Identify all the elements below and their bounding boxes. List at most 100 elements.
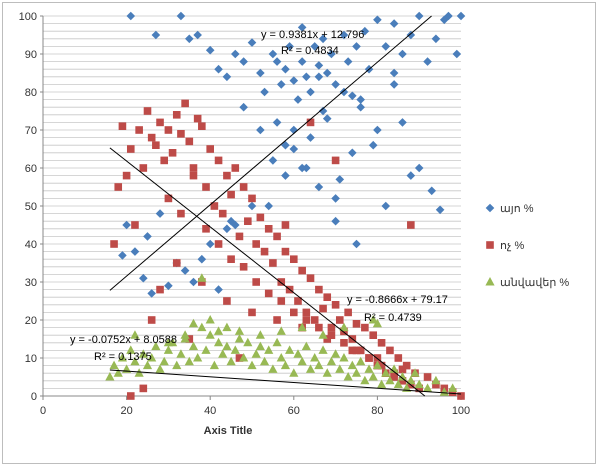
data-point <box>189 277 198 287</box>
data-point <box>210 202 219 210</box>
data-point <box>130 330 140 339</box>
data-point <box>398 365 407 374</box>
trendline-r-squared: R² = 0.1375 <box>94 351 152 363</box>
data-point <box>176 349 186 358</box>
data-point <box>222 224 232 234</box>
data-point <box>297 57 307 66</box>
data-point <box>352 346 361 355</box>
data-point <box>361 323 369 332</box>
data-point <box>247 201 257 211</box>
data-point <box>314 182 324 192</box>
legend-marker <box>485 203 495 213</box>
data-point <box>331 80 340 89</box>
data-point <box>331 216 340 226</box>
data-point <box>113 368 123 377</box>
trendline-equation: y = -0.0752x + 8.0588 <box>70 334 177 346</box>
x-tick-label: 100 <box>452 405 470 417</box>
data-point <box>126 392 135 400</box>
data-point <box>331 156 340 165</box>
data-point <box>310 353 320 362</box>
data-point <box>335 175 345 184</box>
data-point <box>147 289 156 298</box>
data-point <box>394 354 403 362</box>
data-point <box>230 220 240 230</box>
gridlines <box>43 15 461 397</box>
data-point <box>381 201 391 211</box>
x-axis-title: Axis Title <box>204 425 253 437</box>
data-point <box>277 297 286 305</box>
axes <box>40 15 462 400</box>
data-point <box>226 356 236 366</box>
y-tick-label: 70 <box>25 125 37 137</box>
data-point <box>402 361 411 370</box>
data-point <box>389 80 399 89</box>
data-point <box>227 255 235 263</box>
y-tick-label: 30 <box>25 277 37 289</box>
trendline-equation: y = 0.9381x + 12.796 <box>261 29 364 41</box>
data-point <box>160 156 169 165</box>
data-point <box>164 126 173 134</box>
data-point <box>138 349 148 358</box>
data-point <box>214 156 223 165</box>
trendline <box>109 147 426 397</box>
data-point <box>122 171 131 180</box>
data-point <box>259 356 270 366</box>
data-point <box>188 318 199 328</box>
trendline <box>109 369 462 395</box>
data-point <box>331 349 341 358</box>
data-point <box>197 273 207 282</box>
data-point <box>189 164 198 172</box>
data-point <box>389 19 399 28</box>
data-point <box>390 369 398 377</box>
data-point <box>323 293 332 301</box>
data-point <box>310 42 319 51</box>
chart-frame: 0 10 20 30 40 50 60 70 80 90 100 0 20 40 60 80 100 y = 0… <box>2 2 596 464</box>
data-point <box>109 360 119 370</box>
data-point <box>118 251 127 260</box>
x-tick-label: 40 <box>204 405 216 417</box>
data-point <box>348 148 357 158</box>
data-point <box>305 364 316 373</box>
data-point <box>414 379 424 389</box>
data-point <box>251 349 261 358</box>
trendline-r-squared: R² = 0.4834 <box>281 45 339 57</box>
y-tick-label: 50 <box>25 201 37 213</box>
data-point <box>290 308 298 317</box>
data-point <box>281 64 290 74</box>
data-point <box>323 335 332 343</box>
data-point <box>373 125 382 135</box>
data-point <box>239 263 248 271</box>
series-1-points <box>118 11 466 298</box>
data-point <box>389 68 399 78</box>
y-tick-label: 0 <box>31 391 37 403</box>
data-point <box>322 368 332 377</box>
data-points <box>105 11 466 400</box>
data-point <box>260 87 269 97</box>
data-point <box>373 15 382 25</box>
data-point <box>223 171 231 180</box>
data-point <box>164 281 173 291</box>
data-point <box>244 217 252 225</box>
data-point <box>423 373 432 381</box>
data-point <box>343 372 353 381</box>
data-point <box>351 368 362 377</box>
data-point <box>457 392 465 400</box>
data-point <box>343 57 353 66</box>
data-point <box>205 330 215 339</box>
data-point <box>247 38 257 47</box>
data-point <box>163 345 173 354</box>
data-point <box>285 42 294 51</box>
data-point <box>222 72 232 82</box>
data-point <box>293 349 303 358</box>
data-point <box>356 346 365 355</box>
data-point <box>318 330 328 339</box>
data-point <box>264 289 273 298</box>
data-point <box>318 106 328 116</box>
data-point <box>289 368 299 377</box>
data-point <box>448 388 457 396</box>
data-point <box>255 341 265 351</box>
data-point <box>352 42 361 51</box>
data-point <box>223 297 231 305</box>
data-point <box>280 360 291 370</box>
data-point <box>268 156 278 165</box>
